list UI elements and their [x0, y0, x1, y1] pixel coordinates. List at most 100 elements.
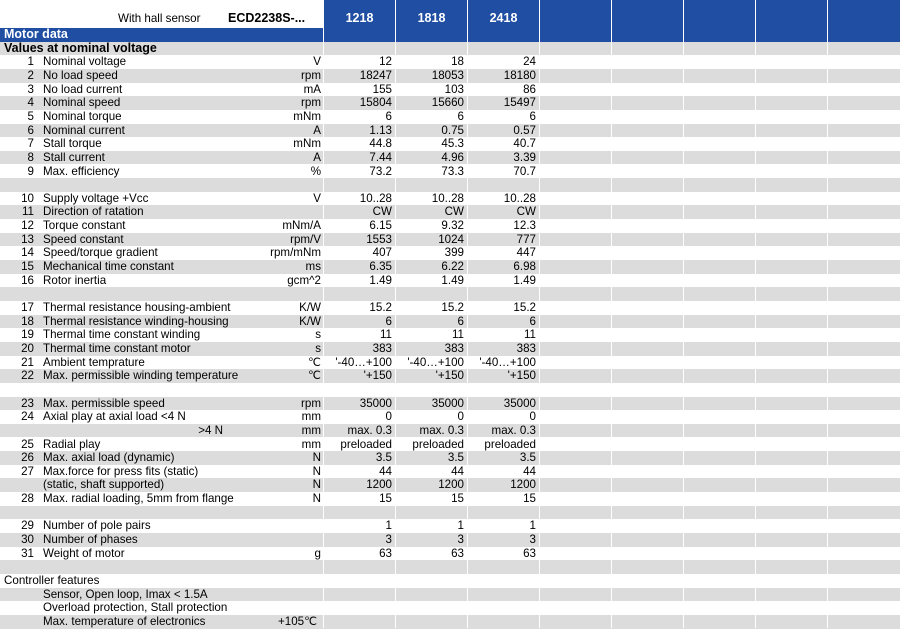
- controller-feature-value: +105℃: [278, 614, 318, 628]
- value-2418: 11: [523, 328, 536, 342]
- value-1818: 15660: [431, 96, 464, 110]
- row-description: Radial play: [43, 437, 101, 451]
- row-number: 27: [21, 464, 34, 478]
- row-description: Max. radial loading, 5mm from flange: [43, 492, 234, 506]
- table-header: With hall sensor ECD2238S-... 1218 1818 …: [0, 0, 900, 28]
- row-number: 26: [21, 451, 34, 465]
- column-divider: [395, 0, 396, 628]
- value-1218: 15804: [359, 96, 392, 110]
- value-1218: 6.15: [369, 219, 392, 233]
- value-1818: 18053: [431, 68, 464, 82]
- row-unit: N: [312, 478, 321, 492]
- table-row: (static, shaft supported) N 1200 1200 1200: [0, 478, 900, 493]
- value-1818: '-40…+100: [407, 355, 464, 369]
- controller-feature-value: [278, 601, 338, 615]
- value-1818: 4.96: [441, 150, 464, 164]
- value-1818: 9.32: [441, 219, 464, 233]
- table-row: >4 N mm max. 0.3 max. 0.3 max. 0.3: [0, 423, 900, 438]
- value-1818: 35000: [431, 396, 464, 410]
- value-1218: 15.2: [369, 301, 392, 314]
- table-row: 31 Weight of motor g 63 63 63: [0, 547, 900, 561]
- row-unit: mNm/A: [282, 219, 321, 233]
- value-2418: 15.2: [513, 301, 536, 314]
- row-number: [4, 478, 34, 492]
- value-1818: 6.22: [441, 260, 464, 274]
- value-2418: 18180: [503, 68, 536, 82]
- value-2418: CW: [516, 205, 536, 219]
- row-number: 30: [21, 533, 34, 547]
- row-number: 3: [27, 82, 34, 96]
- row-unit: rpm/V: [290, 232, 321, 246]
- row-unit: [255, 205, 321, 219]
- value-1818: 73.3: [441, 164, 464, 178]
- row-unit: K/W: [299, 301, 321, 314]
- value-2418: 3.39: [513, 150, 536, 164]
- value-1218: 63: [379, 546, 392, 560]
- row-number: 1: [27, 55, 34, 69]
- value-1818: max. 0.3: [419, 423, 464, 437]
- row-unit: ℃: [307, 369, 321, 383]
- value-1218: 1: [385, 519, 392, 533]
- row-description: >4 N: [198, 423, 223, 437]
- value-2418: 12.3: [513, 219, 536, 233]
- table-row: 17 Thermal resistance housing-ambient K/W 1…: [0, 301, 900, 315]
- row-number: 31: [21, 546, 34, 560]
- value-2418: 777: [516, 232, 536, 246]
- column-divider: [539, 0, 540, 628]
- model-label: ECD2238S-...: [228, 11, 306, 25]
- table-row: 28 Max. radial loading, 5mm from flange N 1…: [0, 492, 900, 506]
- row-unit: K/W: [299, 314, 321, 328]
- value-2418: 15497: [503, 96, 536, 110]
- value-1218: '+150: [363, 369, 392, 383]
- row-unit: A: [313, 150, 321, 164]
- table-row: 3 No load current mA 155 103 86: [0, 83, 900, 97]
- value-1818: 1024: [438, 232, 464, 246]
- value-1818: 18: [451, 55, 464, 69]
- row-unit: mm: [301, 437, 321, 451]
- value-1218: preloaded: [340, 437, 392, 451]
- controller-features-header: Controller features: [0, 574, 900, 588]
- value-2418: 15: [523, 492, 536, 506]
- value-2418: 6: [529, 314, 536, 328]
- value-1218: 7.44: [369, 150, 392, 164]
- row-unit: rpm/mNm: [270, 246, 321, 260]
- row-description: Rotor inertia: [43, 273, 107, 287]
- value-1218: 35000: [359, 396, 392, 410]
- row-description: Nominal torque: [43, 109, 122, 123]
- table-row: 9 Max. efficiency% 73.2 73.3 70.7: [0, 165, 900, 179]
- nominal-voltage-header: Values at nominal voltage: [0, 41, 900, 56]
- row-unit: rpm: [301, 96, 321, 110]
- value-1818: 45.3: [441, 137, 464, 151]
- value-2418: 1200: [510, 478, 536, 492]
- controller-feature-text: Overload protection, Stall protection: [43, 601, 228, 615]
- row-description: Thermal time constant motor: [43, 341, 191, 355]
- motor-data-section-header: Motor data: [0, 27, 900, 42]
- value-1818: 1.49: [441, 273, 464, 287]
- table-row: 15 Mechanical time constant ms 6.35 6.22 6.98: [0, 260, 900, 274]
- row-number: 24: [21, 410, 34, 424]
- row-description: Thermal time constant winding: [43, 328, 201, 342]
- value-1218: 6: [385, 314, 392, 328]
- value-2418: 63: [523, 546, 536, 560]
- table-row: 7 Stall torque mNm 44.8 45.3 40.7: [0, 137, 900, 151]
- value-1218: CW: [372, 205, 392, 219]
- value-1218: max. 0.3: [347, 423, 392, 437]
- table-row: 8 Stall current A 7.44 4.96 3.39: [0, 150, 900, 165]
- row-description: Thermal resistance winding-housing: [43, 314, 229, 328]
- value-1218: '-40…+100: [335, 355, 392, 369]
- value-1818: CW: [444, 205, 464, 219]
- value-1818: 44: [451, 464, 464, 478]
- value-1218: 383: [372, 341, 392, 355]
- row-unit: V: [313, 55, 321, 69]
- value-2418: 3: [529, 533, 536, 547]
- controller-feature-value: [278, 588, 338, 602]
- value-2418: 70.7: [513, 164, 536, 178]
- row-description: Nominal voltage: [43, 55, 127, 69]
- table-row: 18 Thermal resistance winding-housing K/W 6…: [0, 314, 900, 329]
- value-1818: 1: [457, 519, 464, 533]
- value-1218: 10..28: [359, 191, 392, 205]
- section-title: Motor data: [4, 27, 68, 41]
- row-unit: mm: [301, 423, 321, 437]
- value-1218: 15: [379, 492, 392, 506]
- value-2418: 86: [523, 82, 536, 96]
